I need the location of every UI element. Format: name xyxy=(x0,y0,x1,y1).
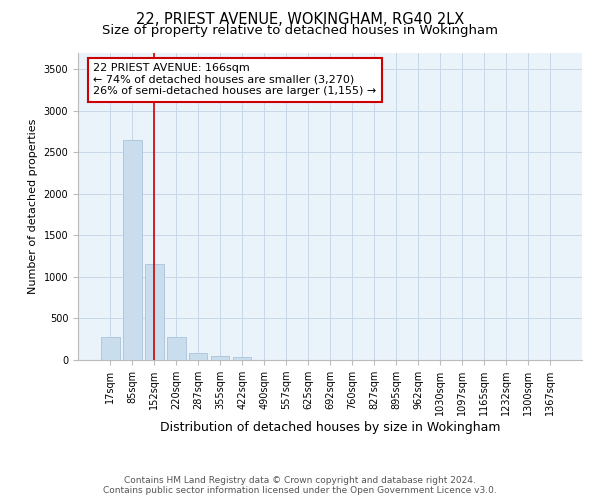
Bar xyxy=(211,356,229,360)
Text: Size of property relative to detached houses in Wokingham: Size of property relative to detached ho… xyxy=(102,24,498,37)
Bar xyxy=(101,336,119,360)
Bar xyxy=(123,140,142,360)
Y-axis label: Number of detached properties: Number of detached properties xyxy=(28,118,38,294)
Text: 22 PRIEST AVENUE: 166sqm
← 74% of detached houses are smaller (3,270)
26% of sem: 22 PRIEST AVENUE: 166sqm ← 74% of detach… xyxy=(93,64,376,96)
Bar xyxy=(189,354,208,360)
Text: Contains HM Land Registry data © Crown copyright and database right 2024.
Contai: Contains HM Land Registry data © Crown c… xyxy=(103,476,497,495)
X-axis label: Distribution of detached houses by size in Wokingham: Distribution of detached houses by size … xyxy=(160,421,500,434)
Bar xyxy=(145,264,164,360)
Bar xyxy=(233,356,251,360)
Bar xyxy=(167,336,185,360)
Text: 22, PRIEST AVENUE, WOKINGHAM, RG40 2LX: 22, PRIEST AVENUE, WOKINGHAM, RG40 2LX xyxy=(136,12,464,28)
